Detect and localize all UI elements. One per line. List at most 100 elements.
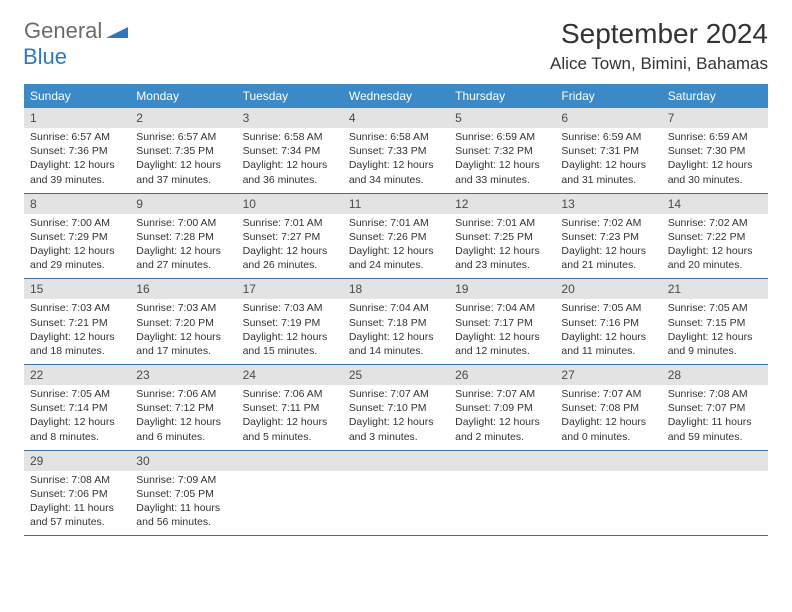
daylight-line2: and 57 minutes.	[30, 515, 124, 529]
daynum-row: 891011121314	[24, 193, 768, 214]
day-data: Sunrise: 7:04 AMSunset: 7:17 PMDaylight:…	[449, 299, 555, 364]
daylight-line2: and 24 minutes.	[349, 258, 443, 272]
daylight-line1: Daylight: 12 hours	[136, 158, 230, 172]
logo-blue: Blue	[23, 44, 67, 69]
daylight-line2: and 39 minutes.	[30, 173, 124, 187]
sunrise: Sunrise: 7:08 AM	[668, 387, 762, 401]
day-data: Sunrise: 7:06 AMSunset: 7:11 PMDaylight:…	[237, 385, 343, 450]
day-data	[343, 471, 449, 536]
day-number	[343, 450, 449, 471]
daylight-line2: and 14 minutes.	[349, 344, 443, 358]
day-number: 7	[662, 108, 768, 128]
daydata-row: Sunrise: 6:57 AMSunset: 7:36 PMDaylight:…	[24, 128, 768, 193]
daylight-line1: Daylight: 12 hours	[243, 330, 337, 344]
sunset: Sunset: 7:32 PM	[455, 144, 549, 158]
sunrise: Sunrise: 6:57 AM	[136, 130, 230, 144]
sunrise: Sunrise: 7:06 AM	[136, 387, 230, 401]
day-number: 20	[555, 279, 661, 300]
day-number: 6	[555, 108, 661, 128]
daylight-line1: Daylight: 12 hours	[561, 330, 655, 344]
daylight-line2: and 36 minutes.	[243, 173, 337, 187]
daylight-line2: and 11 minutes.	[561, 344, 655, 358]
day-data	[555, 471, 661, 536]
daylight-line2: and 29 minutes.	[30, 258, 124, 272]
daylight-line2: and 59 minutes.	[668, 430, 762, 444]
sunrise: Sunrise: 6:58 AM	[349, 130, 443, 144]
sunset: Sunset: 7:12 PM	[136, 401, 230, 415]
day-number: 4	[343, 108, 449, 128]
daydata-row: Sunrise: 7:05 AMSunset: 7:14 PMDaylight:…	[24, 385, 768, 450]
sunrise: Sunrise: 7:06 AM	[243, 387, 337, 401]
day-number: 13	[555, 193, 661, 214]
day-data: Sunrise: 6:57 AMSunset: 7:35 PMDaylight:…	[130, 128, 236, 193]
daylight-line2: and 15 minutes.	[243, 344, 337, 358]
day-number	[662, 450, 768, 471]
day-number: 9	[130, 193, 236, 214]
daylight-line2: and 12 minutes.	[455, 344, 549, 358]
logo-general: General	[24, 18, 102, 43]
sunrise: Sunrise: 7:03 AM	[30, 301, 124, 315]
daylight-line1: Daylight: 12 hours	[243, 244, 337, 258]
day-number: 26	[449, 365, 555, 386]
day-number: 24	[237, 365, 343, 386]
day-data: Sunrise: 7:02 AMSunset: 7:23 PMDaylight:…	[555, 214, 661, 279]
day-data: Sunrise: 7:05 AMSunset: 7:14 PMDaylight:…	[24, 385, 130, 450]
daylight-line1: Daylight: 12 hours	[30, 158, 124, 172]
daylight-line1: Daylight: 12 hours	[243, 415, 337, 429]
daylight-line2: and 26 minutes.	[243, 258, 337, 272]
daylight-line1: Daylight: 12 hours	[30, 415, 124, 429]
sunset: Sunset: 7:33 PM	[349, 144, 443, 158]
day-data: Sunrise: 7:01 AMSunset: 7:27 PMDaylight:…	[237, 214, 343, 279]
day-number: 23	[130, 365, 236, 386]
daylight-line1: Daylight: 12 hours	[561, 244, 655, 258]
daylight-line2: and 20 minutes.	[668, 258, 762, 272]
sunset: Sunset: 7:07 PM	[668, 401, 762, 415]
sunrise: Sunrise: 7:03 AM	[243, 301, 337, 315]
sunset: Sunset: 7:30 PM	[668, 144, 762, 158]
daylight-line1: Daylight: 12 hours	[349, 330, 443, 344]
daylight-line1: Daylight: 12 hours	[136, 415, 230, 429]
sunset: Sunset: 7:19 PM	[243, 316, 337, 330]
day-number: 14	[662, 193, 768, 214]
logo-text: General Blue	[24, 18, 128, 70]
day-data: Sunrise: 6:58 AMSunset: 7:34 PMDaylight:…	[237, 128, 343, 193]
daylight-line1: Daylight: 12 hours	[668, 244, 762, 258]
daylight-line2: and 8 minutes.	[30, 430, 124, 444]
daylight-line2: and 56 minutes.	[136, 515, 230, 529]
daylight-line2: and 33 minutes.	[455, 173, 549, 187]
sunrise: Sunrise: 7:05 AM	[668, 301, 762, 315]
daylight-line1: Daylight: 12 hours	[561, 158, 655, 172]
day-number: 30	[130, 450, 236, 471]
location: Alice Town, Bimini, Bahamas	[550, 54, 768, 74]
sunrise: Sunrise: 7:07 AM	[455, 387, 549, 401]
day-number: 27	[555, 365, 661, 386]
daylight-line2: and 5 minutes.	[243, 430, 337, 444]
day-data: Sunrise: 7:01 AMSunset: 7:25 PMDaylight:…	[449, 214, 555, 279]
daylight-line2: and 34 minutes.	[349, 173, 443, 187]
daylight-line1: Daylight: 12 hours	[243, 158, 337, 172]
day-data: Sunrise: 7:01 AMSunset: 7:26 PMDaylight:…	[343, 214, 449, 279]
sunset: Sunset: 7:20 PM	[136, 316, 230, 330]
calendar-table: Sunday Monday Tuesday Wednesday Thursday…	[24, 84, 768, 536]
sunrise: Sunrise: 7:01 AM	[349, 216, 443, 230]
day-number	[449, 450, 555, 471]
sunrise: Sunrise: 7:02 AM	[561, 216, 655, 230]
daylight-line1: Daylight: 12 hours	[455, 244, 549, 258]
sunrise: Sunrise: 7:07 AM	[349, 387, 443, 401]
daylight-line1: Daylight: 12 hours	[30, 330, 124, 344]
daynum-row: 2930	[24, 450, 768, 471]
sunrise: Sunrise: 7:00 AM	[136, 216, 230, 230]
day-number: 10	[237, 193, 343, 214]
day-data: Sunrise: 7:07 AMSunset: 7:08 PMDaylight:…	[555, 385, 661, 450]
day-data: Sunrise: 7:06 AMSunset: 7:12 PMDaylight:…	[130, 385, 236, 450]
daylight-line2: and 9 minutes.	[668, 344, 762, 358]
daylight-line1: Daylight: 12 hours	[349, 158, 443, 172]
day-number: 15	[24, 279, 130, 300]
daylight-line2: and 2 minutes.	[455, 430, 549, 444]
day-data: Sunrise: 7:07 AMSunset: 7:09 PMDaylight:…	[449, 385, 555, 450]
sunset: Sunset: 7:31 PM	[561, 144, 655, 158]
sunset: Sunset: 7:22 PM	[668, 230, 762, 244]
day-number: 29	[24, 450, 130, 471]
daylight-line1: Daylight: 11 hours	[30, 501, 124, 515]
daylight-line1: Daylight: 12 hours	[136, 330, 230, 344]
